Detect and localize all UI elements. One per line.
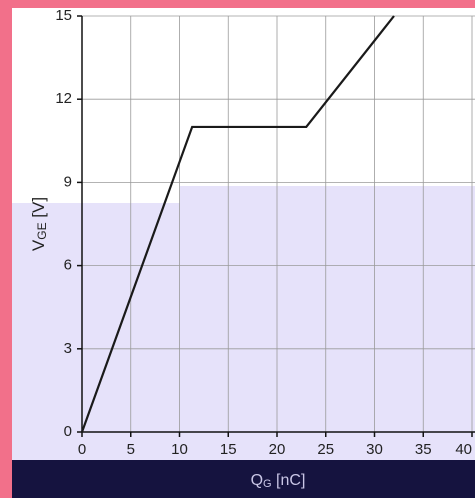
x-tick-label: 15 <box>220 441 237 458</box>
y-tick-label: 0 <box>64 423 72 440</box>
x-tick-label: 25 <box>317 441 334 458</box>
y-tick-label: 6 <box>64 257 72 274</box>
overlay-region <box>12 186 475 460</box>
x-tick-label: 0 <box>78 441 86 458</box>
bottom-band <box>12 460 475 498</box>
y-tick-label: 15 <box>55 7 72 24</box>
y-axis-label: VGE [V] <box>29 197 49 251</box>
x-tick-label: 40 <box>455 441 472 458</box>
x-tick-label: 5 <box>127 441 135 458</box>
y-tick-label: 9 <box>64 173 72 190</box>
x-tick-label: 20 <box>269 441 286 458</box>
x-tick-label: 35 <box>415 441 432 458</box>
x-tick-label: 10 <box>171 441 188 458</box>
x-tick-label: 30 <box>366 441 383 458</box>
left-border <box>0 0 12 498</box>
data-line <box>80 15 395 433</box>
y-tick-label: 3 <box>64 340 72 357</box>
x-axis-label: QG [nC] <box>251 472 306 490</box>
y-tick-label: 12 <box>55 90 72 107</box>
plot-area: 0 3 6 9 12 15 0 5 10 15 20 25 30 35 40 <box>55 7 475 458</box>
top-border <box>0 0 475 8</box>
